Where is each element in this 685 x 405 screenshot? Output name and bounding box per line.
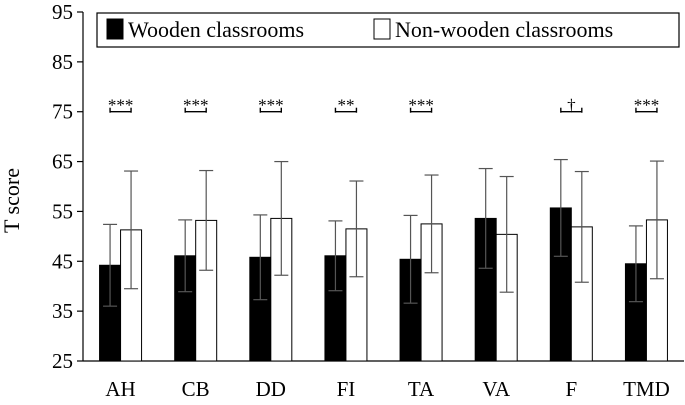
legend-swatch-nonwooden — [373, 18, 391, 40]
y-tick-label: 95 — [52, 0, 73, 24]
significance-label: *** — [108, 96, 134, 115]
y-tick-label: 25 — [52, 349, 73, 373]
legend-label-nonwooden: Non-wooden classrooms — [395, 17, 613, 42]
chart-legend: Wooden classrooms Non-wooden classrooms — [96, 12, 680, 48]
x-tick-label: VA — [482, 377, 510, 401]
x-tick-label: FI — [337, 377, 356, 401]
x-tick-label: F — [565, 377, 577, 401]
y-tick-label: 35 — [52, 299, 73, 323]
y-tick-label: 75 — [52, 100, 73, 124]
significance-label: *** — [408, 96, 434, 115]
x-tick-label: TA — [408, 377, 435, 401]
y-tick-label: 55 — [52, 199, 73, 223]
significance-label: *** — [258, 96, 284, 115]
x-tick-label: DD — [256, 377, 286, 401]
legend-swatch-wooden — [106, 18, 124, 40]
x-tick-label: TMD — [623, 377, 670, 401]
x-tick-label: CB — [182, 377, 210, 401]
x-tick-label: AH — [105, 377, 135, 401]
significance-label: *** — [183, 96, 209, 115]
significance-label: † — [567, 96, 576, 115]
significance-label: ** — [337, 96, 354, 115]
y-axis-title: T score — [0, 168, 24, 233]
chart-marks: *** *** *** ** *** † *** — [99, 96, 668, 362]
y-tick-label: 45 — [52, 249, 73, 273]
legend-label-wooden: Wooden classrooms — [128, 17, 304, 42]
significance-label: *** — [634, 96, 660, 115]
y-tick-label: 85 — [52, 50, 73, 74]
y-tick-label: 65 — [52, 150, 73, 174]
